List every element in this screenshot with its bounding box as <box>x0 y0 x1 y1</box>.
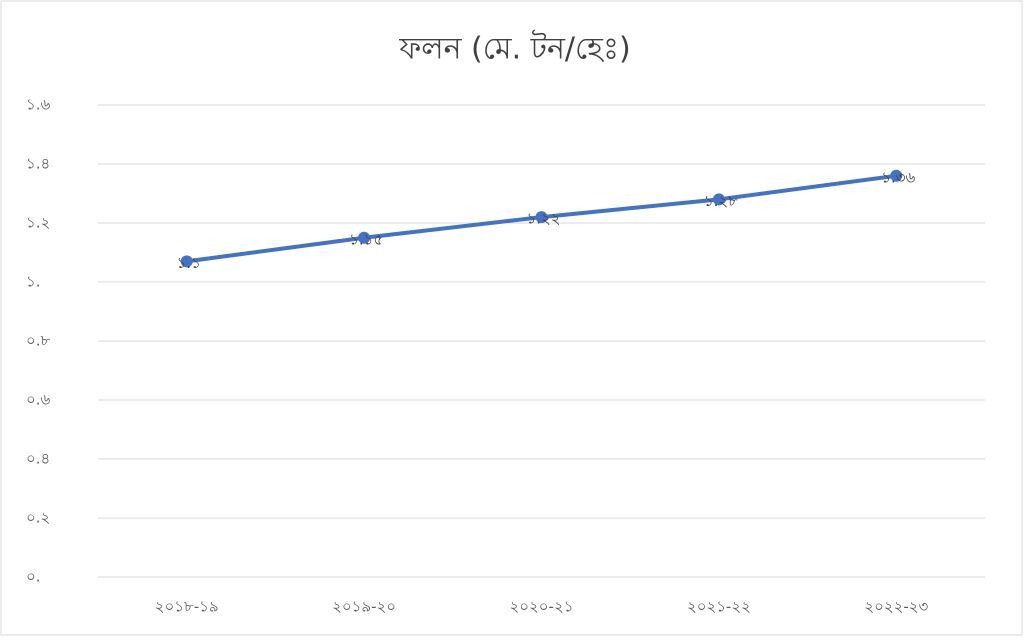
x-tick-label: ২০১৯-২০ <box>332 598 396 616</box>
marker <box>535 211 548 224</box>
marker <box>890 169 903 182</box>
marker <box>712 193 725 206</box>
data-label: ১.৩৬ <box>881 168 915 186</box>
marker <box>358 231 371 244</box>
y-tick-label: ১.৪ <box>26 155 50 173</box>
data-label: ১.২৮ <box>704 192 738 210</box>
y-tick-label: ০.৬ <box>26 391 51 409</box>
y-tick-label: ১.৬ <box>26 96 51 114</box>
chart-title: ফলন (মে. টন/হেঃ) <box>398 30 630 67</box>
y-tick-label: ০.৪ <box>26 450 50 468</box>
data-label: ১.১ <box>177 254 201 272</box>
marker <box>180 255 193 268</box>
x-tick-label: ২০২২-২৩ <box>864 598 928 616</box>
y-tick-label: ০. <box>26 568 41 586</box>
y-tick-label: ০.২ <box>26 509 50 527</box>
x-tick-label: ২০২১-২২ <box>687 598 751 616</box>
data-label: ১.১৫ <box>349 230 383 248</box>
data-label: ১.২২ <box>526 210 560 228</box>
y-tick-label: ১.২ <box>26 214 50 232</box>
y-tick-label: ১. <box>26 273 41 291</box>
y-tick-label: ০.৮ <box>26 332 51 350</box>
x-tick-label: ২০১৮-১৯ <box>155 598 219 616</box>
x-tick-label: ২০২০-২১ <box>510 598 574 616</box>
